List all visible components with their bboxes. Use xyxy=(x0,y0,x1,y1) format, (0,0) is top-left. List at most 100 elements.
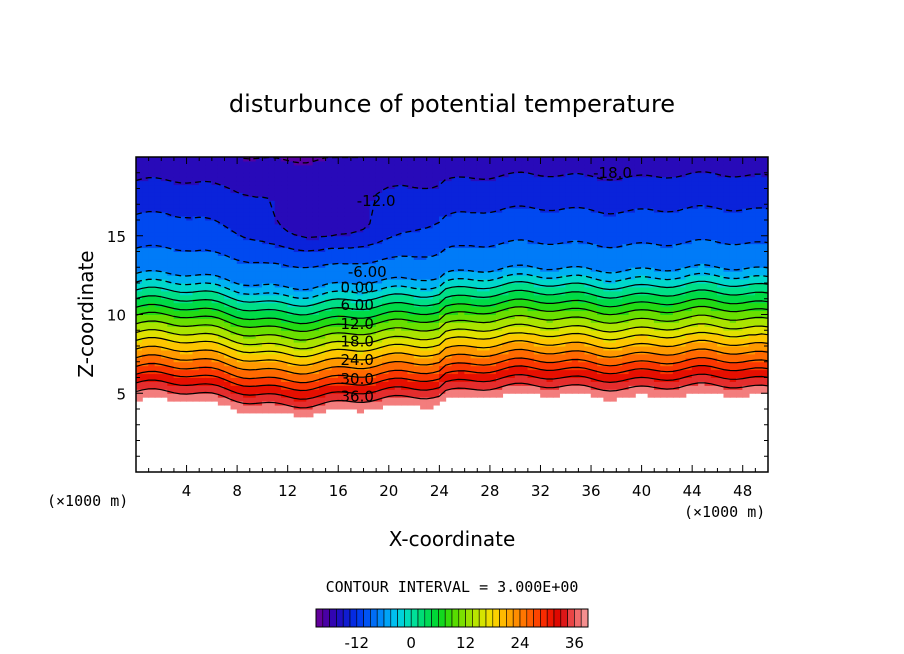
contour-line xyxy=(136,314,768,341)
x-tick-label: 16 xyxy=(329,482,348,500)
colorbar-swatch xyxy=(383,608,392,628)
contour-line xyxy=(136,297,768,325)
contour-line xyxy=(136,305,768,333)
contour-line xyxy=(136,382,768,409)
x-tick-label: 40 xyxy=(632,482,651,500)
contour-line xyxy=(136,264,768,291)
contour-label: 18.0 xyxy=(340,332,373,350)
y-tick-label: 10 xyxy=(107,307,126,325)
colorbar-swatch xyxy=(533,608,541,628)
contour-line xyxy=(243,157,364,164)
colorbar-swatch xyxy=(553,608,562,628)
y-axis-label: Z-coordinate xyxy=(74,250,98,377)
colorbar-swatch xyxy=(417,608,426,628)
x-tick-label: 36 xyxy=(581,482,600,500)
colorbar-swatch xyxy=(424,608,432,628)
colorbar-swatch xyxy=(315,608,324,628)
colorbar-swatch xyxy=(499,608,507,628)
colorbar-swatch xyxy=(336,608,344,628)
x-axis-unit: (×1000 m) xyxy=(684,503,765,521)
colorbar-swatch xyxy=(472,608,480,628)
colorbar-swatch xyxy=(574,608,582,628)
x-tick-label: 44 xyxy=(683,482,702,500)
x-tick-label: 12 xyxy=(278,482,297,500)
contour-line xyxy=(136,280,768,307)
colorbar-swatch xyxy=(397,608,405,628)
colorbar-tick-label: 24 xyxy=(510,634,529,652)
contour-labels: -18.0 -12.0 -6.000.006.0012.018.024.030.03… xyxy=(340,164,631,406)
colorbar-swatch xyxy=(342,608,351,628)
contour-label: -18.0 xyxy=(593,164,632,182)
colorbar-swatch xyxy=(540,608,548,628)
colorbar-swatch xyxy=(458,608,466,628)
colorbar-swatch xyxy=(465,608,473,628)
x-tick-label: 32 xyxy=(531,482,550,500)
contour-fill xyxy=(136,157,768,418)
colorbar-tick-label: 0 xyxy=(406,634,416,652)
colorbar-swatch xyxy=(349,608,358,628)
colorbar-swatch xyxy=(560,608,568,628)
colorbar-swatch xyxy=(370,608,378,628)
y-axis-unit: (×1000 m) xyxy=(47,492,128,510)
contour-line xyxy=(136,331,768,358)
contour-line xyxy=(136,171,768,239)
colorbar-swatch xyxy=(567,608,575,628)
x-tick-label: 20 xyxy=(379,482,398,500)
colorbar: -12 0 12 24 36 xyxy=(315,608,589,652)
contour-lines xyxy=(136,157,768,409)
contour-label: 0.00 xyxy=(340,279,373,297)
x-tick-label: 4 xyxy=(182,482,192,500)
colorbar-swatch xyxy=(444,608,453,628)
contour-label: 30.0 xyxy=(340,370,373,388)
colorbar-swatch xyxy=(526,608,534,628)
contour-label: -6.00 xyxy=(348,263,387,281)
x-tick-label: 24 xyxy=(430,482,449,500)
contour-label: 36.0 xyxy=(340,387,373,405)
colorbar-swatch xyxy=(546,608,555,628)
colorbar-swatch xyxy=(390,608,398,628)
colorbar-swatch xyxy=(329,608,337,628)
contour-line xyxy=(136,272,768,300)
x-tick-label: 28 xyxy=(480,482,499,500)
contour-line xyxy=(136,289,768,316)
colorbar-swatch xyxy=(580,608,589,628)
contour-label: 24.0 xyxy=(340,351,373,369)
contour-line xyxy=(136,357,768,384)
contour-line xyxy=(136,365,768,392)
colorbar-swatch xyxy=(519,608,528,628)
contour-line xyxy=(136,323,768,350)
x-tick-label: 8 xyxy=(232,482,242,500)
x-axis-label: X-coordinate xyxy=(389,527,516,551)
y-tick-label: 5 xyxy=(116,385,126,403)
colorbar-swatch xyxy=(356,608,364,628)
colorbar-swatch xyxy=(478,608,487,628)
contour-label: -12.0 xyxy=(357,192,396,210)
colorbar-swatch xyxy=(506,608,514,628)
colorbar-swatch xyxy=(322,608,330,628)
chart-title: disturbunce of potential temperature xyxy=(229,90,675,118)
contour-label: 6.00 xyxy=(340,296,373,314)
contour-interval-label: CONTOUR INTERVAL = 3.000E+00 xyxy=(326,578,579,596)
y-tick-label: 15 xyxy=(107,228,126,246)
contour-line xyxy=(136,373,768,400)
colorbar-tick-label: -12 xyxy=(345,634,370,652)
colorbar-swatch xyxy=(431,608,439,628)
colorbar-swatch xyxy=(404,608,412,628)
colorbar-tick-label: 12 xyxy=(456,634,475,652)
colorbar-swatch xyxy=(492,608,500,628)
contour-label: 12.0 xyxy=(340,315,373,333)
contour-line xyxy=(136,205,768,252)
contour-line xyxy=(136,339,768,366)
colorbar-swatch xyxy=(438,608,446,628)
colorbar-swatch xyxy=(512,608,521,628)
colorbar-frame xyxy=(315,608,589,628)
colorbar-swatch xyxy=(485,608,494,628)
colorbar-swatch xyxy=(410,608,419,628)
colorbar-swatch xyxy=(451,608,460,628)
colorbar-swatch xyxy=(376,608,385,628)
colorbar-tick-label: 36 xyxy=(565,634,584,652)
contour-line xyxy=(136,238,768,269)
colorbar-swatch xyxy=(363,608,371,628)
